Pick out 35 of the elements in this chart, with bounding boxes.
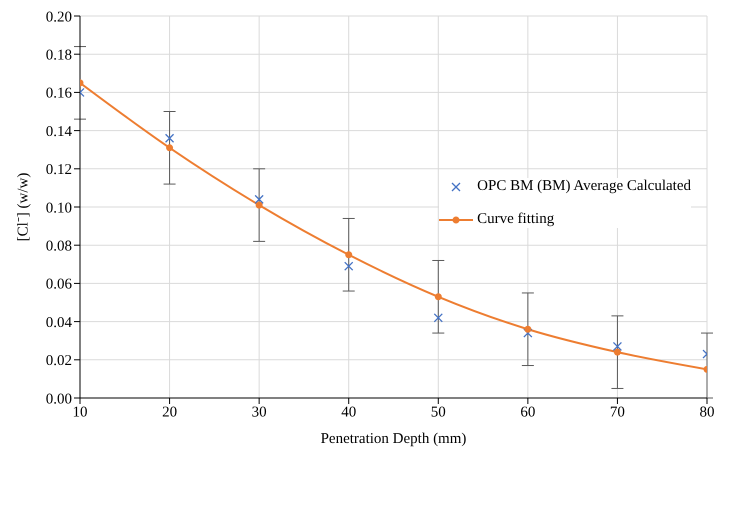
y-tick-label: 0.10 — [46, 200, 72, 216]
y-tick-label: 0.02 — [46, 353, 72, 370]
y-tick-label: 0.04 — [46, 314, 72, 331]
y-tick-label: 0.08 — [46, 238, 72, 255]
x-tick-label: 10 — [72, 404, 88, 421]
y-tick-label: 0.06 — [46, 276, 72, 293]
point — [344, 262, 354, 271]
x-tick-label: 40 — [341, 404, 356, 421]
y-tick-label: 0.16 — [46, 86, 72, 102]
point — [256, 202, 263, 209]
point — [166, 144, 174, 152]
x-tick-label: 50 — [430, 404, 446, 421]
x-tick-label: 60 — [520, 404, 536, 421]
point — [254, 194, 264, 204]
x-tick-label: 30 — [252, 404, 267, 421]
legend-label: Curve fitting — [477, 211, 554, 228]
y-tick-label: 0.18 — [46, 48, 72, 64]
point — [164, 134, 174, 143]
x-tick-label: 70 — [610, 404, 625, 421]
x-tick-label: 80 — [700, 404, 714, 421]
y-tick-label: 0.00 — [46, 391, 72, 408]
y-axis-title: [Cl⁻] (w/w) — [15, 172, 32, 242]
point — [345, 251, 352, 258]
y-tick-label: 0.14 — [46, 124, 72, 140]
point — [614, 348, 621, 356]
x-tick-label: 20 — [162, 404, 178, 421]
point — [434, 313, 443, 322]
point — [523, 328, 533, 338]
point — [434, 293, 442, 300]
legend-label: OPC BM (BM) Average Calculated — [477, 178, 691, 195]
x-axis-title: Penetration Depth (mm) — [320, 431, 466, 447]
point — [524, 326, 532, 333]
y-tick-label: 0.20 — [46, 9, 72, 26]
y-tick-label: 0.12 — [46, 162, 72, 178]
point — [612, 342, 622, 352]
